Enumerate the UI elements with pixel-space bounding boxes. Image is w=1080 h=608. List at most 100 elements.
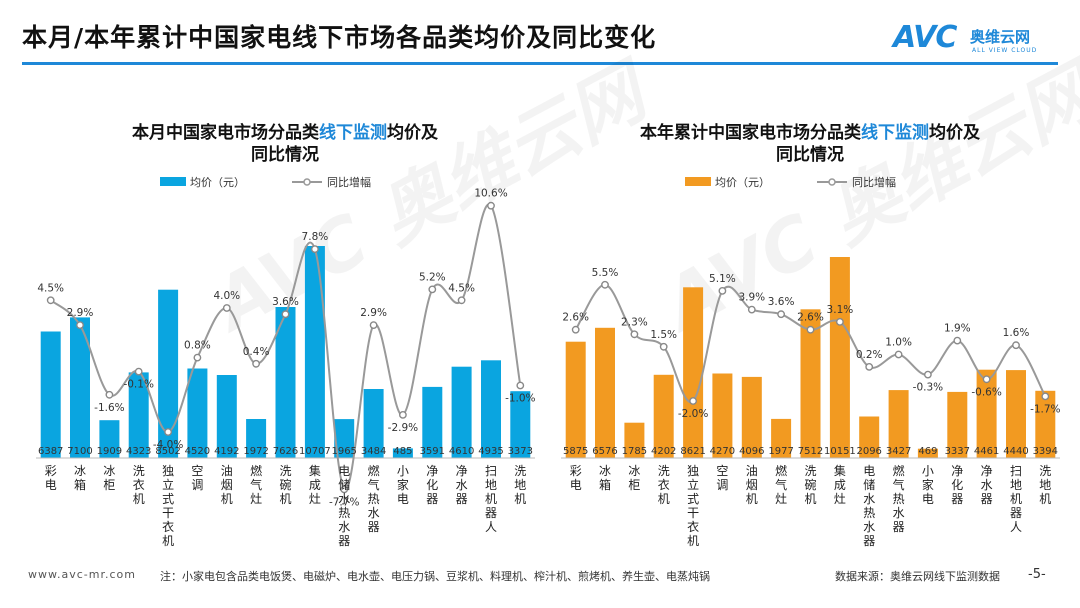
- category-label: 净水器: [981, 464, 993, 506]
- growth-label: 1.9%: [944, 323, 971, 335]
- growth-point: [1012, 341, 1020, 350]
- bar: [275, 307, 296, 458]
- growth-point: [1041, 392, 1050, 401]
- category-label: 空调: [716, 464, 728, 492]
- category-label: 电储水热水器: [863, 464, 875, 548]
- category-label: 洗碗机: [279, 464, 291, 506]
- growth-label: 2.6%: [797, 312, 824, 324]
- category-label: 燃气热水器: [368, 463, 380, 534]
- chart-title-part: 本月中国家电市场分品类: [132, 122, 320, 143]
- category-label: 彩电: [570, 464, 582, 492]
- bar: [683, 287, 704, 458]
- growth-label: 2.9%: [360, 307, 387, 319]
- growth-point: [516, 381, 525, 390]
- category-label: 电储水热水器: [338, 464, 350, 548]
- chart-title: 本月中国家电市场分品类线下监测均价及: [132, 122, 439, 143]
- growth-point: [718, 286, 727, 295]
- legend-line-label: 同比增幅: [852, 175, 896, 189]
- category-label: 洗地机: [514, 464, 526, 506]
- category-label: 冰柜: [103, 464, 115, 492]
- growth-line: [50, 203, 522, 491]
- bar-value-label: 1965: [331, 446, 356, 457]
- bar: [947, 391, 968, 458]
- bar: [451, 366, 472, 458]
- bar-value-label: 6387: [38, 446, 63, 457]
- growth-point: [923, 370, 932, 379]
- footer-note: 注：小家电包含品类电饭煲、电磁炉、电水壶、电压力锅、豆浆机、料理机、榨汁机、煎烤…: [160, 570, 710, 583]
- growth-line: [574, 283, 1047, 404]
- bar-value-label: 3337: [945, 446, 970, 457]
- growth-label: 3.6%: [768, 296, 795, 308]
- growth-point: [398, 410, 407, 419]
- bar-value-label: 4610: [449, 446, 474, 457]
- growth-label: 5.1%: [709, 273, 736, 285]
- growth-label: -0.6%: [971, 386, 1001, 398]
- legend-bar-label: 均价（元）: [190, 176, 245, 189]
- chart-title-part: 均价及: [387, 122, 439, 143]
- bar-value-label: 3591: [420, 446, 445, 457]
- growth-point: [252, 359, 261, 368]
- bar-value-label: 4096: [739, 446, 764, 457]
- bar-value-label: 469: [918, 446, 937, 457]
- bar-value-label: 485: [393, 446, 412, 457]
- bar: [510, 391, 531, 458]
- growth-label: 0.4%: [243, 346, 270, 358]
- bar: [158, 289, 179, 458]
- growth-point: [835, 317, 844, 326]
- logo-cn-text: 奥维云网: [970, 28, 1031, 46]
- legend-bar-swatch: [685, 177, 711, 186]
- bar-value-label: 4202: [651, 446, 676, 457]
- category-label: 集成灶: [309, 463, 321, 506]
- growth-label: 4.5%: [37, 282, 64, 294]
- growth-label: -1.7%: [1030, 403, 1060, 415]
- growth-label: 1.0%: [885, 337, 912, 349]
- growth-point: [76, 321, 84, 330]
- category-label: 燃气灶: [250, 463, 262, 506]
- bar: [829, 257, 850, 458]
- growth-label: 2.3%: [621, 316, 648, 328]
- category-label: 独立式干衣机: [687, 464, 699, 548]
- bar: [40, 331, 61, 458]
- chart-title-line2: 同比情况: [776, 144, 844, 165]
- bar-value-label: 1972: [243, 446, 268, 457]
- bar-value-label: 3394: [1033, 446, 1058, 457]
- page-title: 本月/本年累计中国家电线下市场各品类均价及同比变化: [22, 23, 657, 52]
- growth-point: [630, 330, 639, 339]
- category-label: 燃气热水器: [893, 463, 905, 534]
- bar: [800, 309, 821, 458]
- bar-value-label: 8621: [680, 446, 705, 457]
- growth-label: 3.6%: [272, 296, 299, 308]
- bar: [216, 375, 237, 458]
- category-label: 扫地机器人: [1010, 464, 1022, 534]
- bar: [246, 419, 267, 458]
- growth-label: -1.6%: [94, 402, 124, 414]
- category-label: 冰箱: [599, 464, 611, 492]
- legend-line-marker: [303, 178, 311, 186]
- growth-point: [777, 310, 786, 319]
- logo-avc-text: AVC: [893, 20, 957, 55]
- growth-point: [865, 362, 874, 371]
- growth-label: -2.9%: [388, 422, 418, 434]
- chart-title-highlight: 线下监测: [319, 122, 387, 143]
- title-divider: [22, 62, 1058, 65]
- category-label: 油烟机: [221, 464, 233, 506]
- bar: [917, 448, 938, 458]
- growth-point: [659, 342, 668, 351]
- category-label: 集成灶: [834, 463, 846, 506]
- bar-value-label: 1977: [768, 446, 793, 457]
- growth-label: 2.9%: [67, 307, 94, 319]
- legend-line-marker: [828, 178, 836, 186]
- bar-value-label: 1909: [97, 446, 122, 457]
- growth-label: 7.8%: [302, 231, 329, 243]
- growth-point: [281, 310, 290, 319]
- growth-label: 4.0%: [213, 290, 240, 302]
- bar-value-label: 8502: [155, 446, 180, 457]
- bar: [859, 416, 880, 458]
- growth-point: [193, 353, 202, 362]
- category-label: 冰箱: [74, 464, 86, 492]
- bar: [99, 420, 120, 458]
- category-label: 小家电: [397, 464, 409, 506]
- category-label: 净化器: [951, 464, 963, 506]
